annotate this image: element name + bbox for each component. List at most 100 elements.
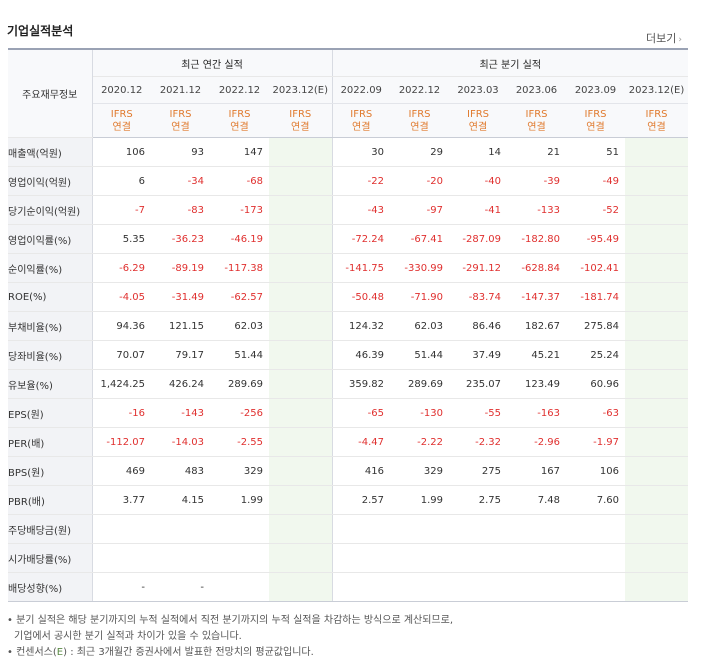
- value-cell: -72.24: [332, 224, 390, 254]
- ifrs-text: IFRS: [169, 108, 192, 120]
- consolidated-text: 연결: [527, 121, 546, 133]
- period-row: 2020.12 2021.12 2022.12 2023.12(E) 2022.09 20…: [8, 76, 688, 104]
- row-label: 영업이익(억원): [8, 166, 93, 196]
- value-cell: [625, 485, 688, 515]
- consolidated-text: 연결: [112, 121, 131, 133]
- value-cell: -133: [507, 195, 566, 225]
- value-cell: [269, 340, 333, 370]
- consolidated-text: 연결: [647, 121, 666, 133]
- value-cell: -143: [151, 398, 210, 428]
- value-cell: -83: [151, 195, 210, 225]
- table-body: 매출액(억원) 106 93 147 30 29 14 21 51 영업이익(억원) 6 -34 -68…: [8, 137, 688, 602]
- value-cell: [210, 543, 269, 573]
- value-cell: [625, 195, 688, 225]
- value-cell: -256: [210, 398, 269, 428]
- value-cell: [625, 253, 688, 283]
- value-cell: 121.15: [151, 311, 210, 341]
- value-cell: 1.99: [210, 485, 269, 515]
- value-cell: [269, 166, 333, 196]
- more-label[interactable]: 더보기: [646, 32, 677, 45]
- value-cell: 1.99: [390, 485, 449, 515]
- row-label: 당기순이익(억원): [8, 195, 93, 225]
- note-line-3-suffix: ) : 최근 3개월간 증권사에서 발표한 전망치의 평균값입니다.: [63, 647, 314, 658]
- ifrs-consolidated-label: IFRS 연결: [625, 103, 688, 138]
- value-cell: [507, 514, 566, 544]
- value-cell: -31.49: [151, 282, 210, 312]
- value-cell: -83.74: [449, 282, 507, 312]
- value-cell: -141.75: [332, 253, 390, 283]
- note-line-3-e: E: [56, 647, 64, 658]
- value-cell: [625, 311, 688, 341]
- value-cell: [625, 340, 688, 370]
- period-header: 2022.12: [390, 76, 449, 104]
- value-cell: 21: [507, 137, 566, 167]
- note-line-3-prefix: • 컨센서스(: [7, 647, 57, 658]
- value-cell: -102.41: [566, 253, 625, 283]
- value-cell: -1.97: [566, 427, 625, 457]
- value-cell: [151, 543, 210, 573]
- value-cell: -67.41: [390, 224, 449, 254]
- ifrs-text: IFRS: [228, 108, 251, 120]
- row-label: 유보율(%): [8, 369, 93, 399]
- table-row: 배당성향(%) - -: [8, 572, 688, 602]
- consolidated-text: 연결: [468, 121, 488, 133]
- value-cell: 5.35: [92, 224, 151, 254]
- value-cell: -39: [507, 166, 566, 196]
- table-row: ROE(%) -4.05 -31.49 -62.57 -50.48 -71.90 -83.7…: [8, 282, 688, 312]
- row-label: EPS(원): [8, 398, 93, 428]
- table-row: 부채비율(%) 94.36 121.15 62.03 124.32 62.03 86.46 1…: [8, 311, 688, 341]
- table-row: 영업이익률(%) 5.35 -36.23 -46.19 -72.24 -67.41 -287…: [8, 224, 688, 254]
- value-cell: -50.48: [332, 282, 390, 312]
- value-cell: -182.80: [507, 224, 566, 254]
- value-cell: 2.75: [449, 485, 507, 515]
- value-cell: -6.29: [92, 253, 151, 283]
- value-cell: [625, 137, 688, 167]
- table-head: 주요재무정보 최근 연간 실적 최근 분기 실적 2020.12 2021.12 2…: [8, 48, 688, 138]
- value-cell: [390, 572, 449, 602]
- value-cell: [625, 398, 688, 428]
- value-cell: 2.57: [332, 485, 390, 515]
- consolidated-text: 연결: [291, 121, 310, 133]
- ifrs-text: IFRS: [645, 108, 668, 120]
- value-cell: [625, 224, 688, 254]
- value-cell: 289.69: [210, 369, 269, 399]
- table-row: PER(배) -112.07 -14.03 -2.55 -4.47 -2.22 -2.32-…: [8, 427, 688, 457]
- value-cell: -: [151, 572, 210, 602]
- value-cell: [566, 514, 625, 544]
- value-cell: [92, 514, 151, 544]
- value-cell: 30: [332, 137, 390, 167]
- value-cell: 51.44: [390, 340, 449, 370]
- more-link[interactable]: 더보기 ›: [646, 30, 682, 46]
- value-cell: 7.48: [507, 485, 566, 515]
- period-header: 2023.03: [449, 76, 507, 104]
- value-cell: -52: [566, 195, 625, 225]
- value-cell: 86.46: [449, 311, 507, 341]
- value-cell: -43: [332, 195, 390, 225]
- value-cell: 79.17: [151, 340, 210, 370]
- value-cell: [507, 572, 566, 602]
- value-cell: [507, 543, 566, 573]
- value-cell: -68: [210, 166, 269, 196]
- value-cell: [390, 514, 449, 544]
- value-cell: -117.38: [210, 253, 269, 283]
- table-row: 영업이익(억원) 6 -34 -68 -22 -20 -40 -39 -49: [8, 166, 688, 196]
- value-cell: [269, 253, 333, 283]
- value-cell: [269, 485, 333, 515]
- value-cell: [332, 543, 390, 573]
- value-cell: 51: [566, 137, 625, 167]
- value-cell: 37.49: [449, 340, 507, 370]
- period-header: 2023.12(E): [269, 76, 333, 104]
- value-cell: 106: [92, 137, 151, 167]
- value-cell: 93: [151, 137, 210, 167]
- ifrs-text: IFRS: [110, 108, 133, 120]
- value-cell: -163: [507, 398, 566, 428]
- value-cell: [449, 514, 507, 544]
- consolidated-text: 연결: [171, 121, 190, 133]
- consolidated-text: 연결: [352, 121, 371, 133]
- ifrs-text: IFRS: [408, 108, 431, 120]
- value-cell: 235.07: [449, 369, 507, 399]
- value-cell: [269, 137, 333, 167]
- value-cell: 416: [332, 456, 390, 486]
- value-cell: [625, 369, 688, 399]
- period-header: 2023.12(E): [625, 76, 688, 104]
